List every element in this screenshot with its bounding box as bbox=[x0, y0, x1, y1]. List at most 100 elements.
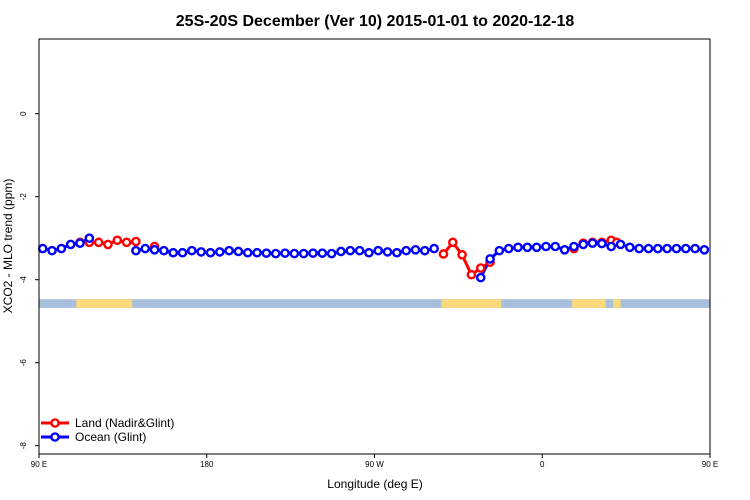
data-point-ocean bbox=[373, 245, 384, 256]
x-tick-label: 0 bbox=[540, 460, 545, 469]
data-point-ocean bbox=[56, 243, 67, 254]
data-point-land bbox=[475, 263, 486, 273]
land-segment bbox=[613, 299, 621, 308]
data-point-land bbox=[466, 269, 477, 280]
data-point-ocean bbox=[196, 247, 206, 257]
y-tick-label: -8 bbox=[19, 442, 28, 450]
data-point-ocean bbox=[345, 245, 356, 256]
legend-marker bbox=[50, 418, 60, 428]
legend-label: Ocean (Glint) bbox=[75, 430, 146, 444]
x-tick-label: 90 W bbox=[365, 460, 384, 469]
data-point-ocean bbox=[140, 243, 151, 254]
data-point-ocean bbox=[653, 243, 663, 254]
land-segment bbox=[441, 299, 502, 308]
data-point-ocean bbox=[75, 238, 85, 248]
land-segment bbox=[76, 299, 133, 308]
data-point-ocean bbox=[494, 245, 505, 256]
data-point-ocean bbox=[177, 247, 188, 258]
data-point-ocean bbox=[84, 233, 95, 243]
data-point-ocean bbox=[149, 245, 160, 255]
data-point-ocean bbox=[289, 248, 300, 259]
data-point-ocean bbox=[317, 248, 328, 258]
data-point-land bbox=[457, 249, 467, 260]
data-point-ocean bbox=[541, 241, 551, 252]
data-point-ocean bbox=[475, 272, 486, 283]
data-point-ocean bbox=[550, 241, 561, 252]
data-point-ocean bbox=[270, 248, 281, 259]
data-point-ocean bbox=[559, 245, 570, 255]
data-point-land bbox=[93, 237, 104, 248]
y-tick-label: -2 bbox=[19, 193, 28, 201]
data-point-ocean bbox=[364, 247, 374, 258]
data-point-ocean bbox=[298, 248, 309, 259]
data-point-ocean bbox=[280, 248, 290, 258]
data-point-ocean bbox=[680, 243, 691, 254]
data-point-ocean bbox=[429, 243, 439, 254]
data-point-ocean bbox=[625, 242, 635, 253]
y-axis-label: XCO2 - MLO trend (ppm) bbox=[1, 179, 15, 314]
x-tick-label: 90 E bbox=[702, 460, 718, 469]
data-point-ocean bbox=[326, 248, 337, 259]
data-point-land bbox=[447, 237, 458, 248]
data-point-ocean bbox=[699, 245, 710, 255]
land-segment bbox=[572, 299, 606, 308]
data-point-ocean bbox=[615, 239, 626, 250]
data-point-ocean bbox=[578, 239, 589, 250]
data-point-ocean bbox=[336, 246, 346, 257]
data-point-ocean bbox=[606, 241, 617, 252]
data-point-ocean bbox=[131, 245, 141, 256]
data-point-ocean bbox=[47, 245, 57, 256]
data-point-land bbox=[438, 249, 449, 259]
data-point-ocean bbox=[224, 245, 234, 256]
data-point-ocean bbox=[382, 247, 393, 257]
chart-title: 25S-20S December (Ver 10) 2015-01-01 to … bbox=[176, 13, 575, 30]
data-point-land bbox=[121, 237, 132, 248]
data-point-ocean bbox=[531, 242, 542, 253]
legend: Land (Nadir&Glint)Ocean (Glint) bbox=[41, 416, 174, 444]
y-tick-label: -6 bbox=[19, 359, 28, 367]
data-point-ocean bbox=[410, 245, 421, 255]
data-point-ocean bbox=[242, 247, 253, 258]
y-axis: 0 -2 -4 -6 -8 bbox=[19, 111, 39, 449]
data-point-ocean bbox=[261, 248, 272, 258]
data-point-land bbox=[131, 236, 141, 247]
data-point-ocean bbox=[634, 243, 644, 254]
data-point-ocean bbox=[159, 245, 169, 256]
data-point-ocean bbox=[392, 247, 402, 258]
data-point-ocean bbox=[643, 243, 654, 254]
data-point-ocean bbox=[252, 247, 262, 258]
x-axis: 90 E 180 90 W 0 90 E bbox=[31, 454, 718, 469]
data-point-ocean bbox=[205, 247, 216, 258]
data-point-land bbox=[103, 239, 113, 250]
data-point-ocean bbox=[597, 238, 607, 249]
legend-marker bbox=[50, 432, 60, 442]
data-point-ocean bbox=[420, 245, 430, 256]
y-tick-label: 0 bbox=[19, 111, 28, 116]
land-ocean-mask bbox=[39, 299, 710, 308]
data-point-ocean bbox=[214, 247, 225, 257]
x-tick-label: 180 bbox=[200, 460, 214, 469]
data-point-ocean bbox=[522, 242, 533, 253]
data-point-ocean bbox=[569, 241, 579, 252]
legend-label: Land (Nadir&Glint) bbox=[75, 416, 174, 430]
x-axis-label: Longitude (deg E) bbox=[327, 477, 422, 491]
data-point-ocean bbox=[187, 245, 197, 256]
data-point-ocean bbox=[662, 243, 672, 254]
data-point-ocean bbox=[308, 248, 318, 258]
data-point-ocean bbox=[233, 246, 244, 257]
data-point-ocean bbox=[587, 238, 598, 248]
data-point-ocean bbox=[485, 254, 495, 264]
data-point-ocean bbox=[168, 247, 178, 258]
data-point-ocean bbox=[37, 243, 48, 254]
series-points bbox=[37, 233, 710, 283]
ocean-band bbox=[39, 299, 710, 308]
data-point-ocean bbox=[65, 239, 76, 250]
data-point-ocean bbox=[354, 245, 365, 256]
data-point-ocean bbox=[690, 243, 700, 254]
data-point-ocean bbox=[401, 245, 411, 256]
y-tick-label: -4 bbox=[19, 276, 28, 284]
data-point-ocean bbox=[671, 243, 682, 254]
data-point-ocean bbox=[503, 243, 514, 254]
x-tick-label: 90 E bbox=[31, 460, 47, 469]
